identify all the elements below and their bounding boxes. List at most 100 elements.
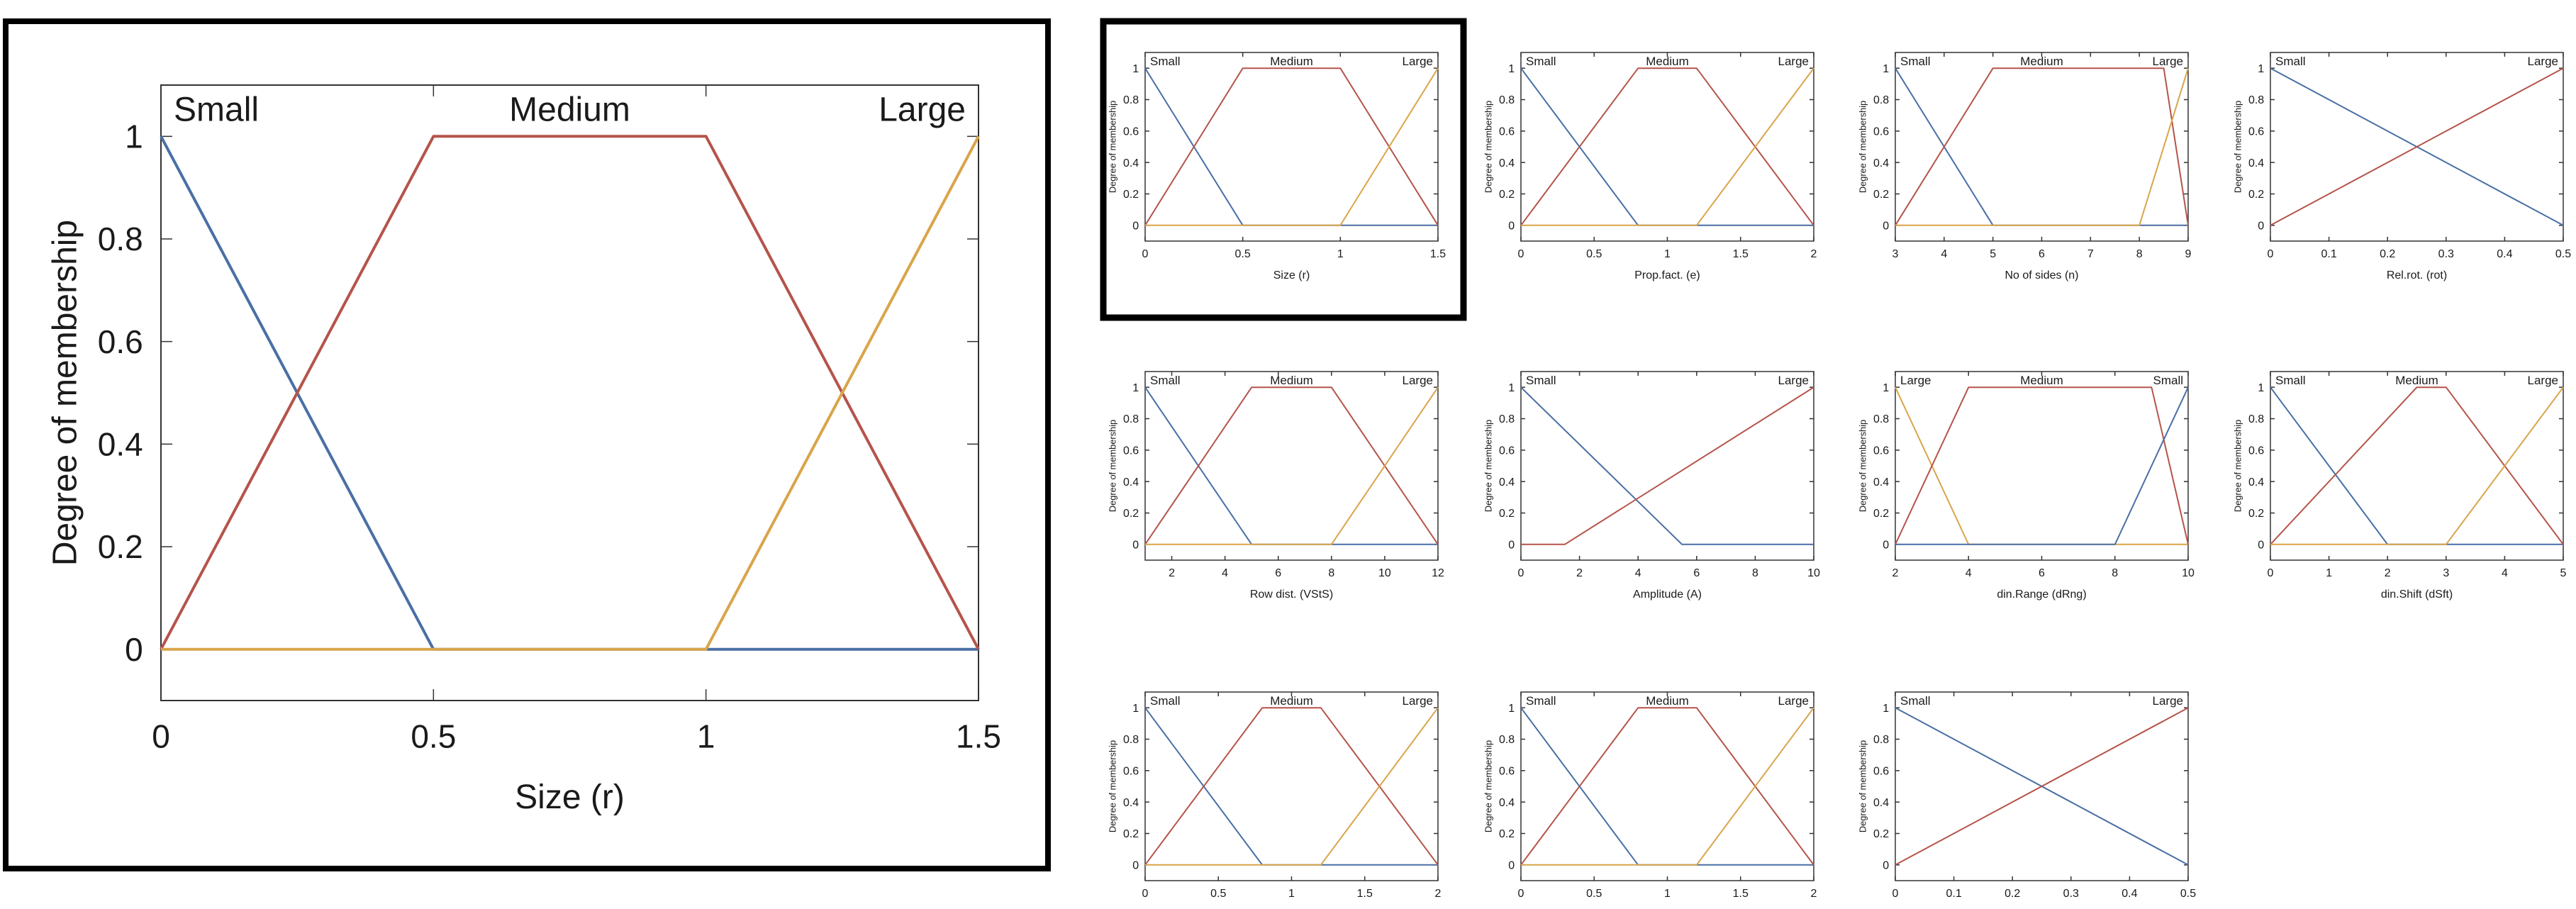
s7-label-center: Medium	[2020, 374, 2063, 387]
s3-label-center: Medium	[2020, 55, 2063, 68]
s10-x-tick-label: 1.5	[1733, 888, 1749, 900]
s6-x-tick-label: 8	[1752, 567, 1758, 579]
s8-label-right: Large	[2528, 374, 2558, 387]
s11-x-tick-label: 0.1	[1946, 888, 1961, 900]
s1-label-center: Medium	[1270, 55, 1312, 68]
s6-series-large	[1521, 386, 1814, 545]
s3-x-tick-label: 9	[2185, 248, 2192, 260]
s5-label-center: Medium	[1270, 374, 1312, 387]
s3-y-tick-label: 0.4	[1873, 157, 1889, 169]
big-series-large	[161, 135, 980, 651]
big-label-left: Small	[174, 91, 259, 128]
s4-x-axis-label: Rel.rot. (rot)	[2387, 269, 2447, 281]
s8-y-tick-label: 0.4	[2248, 476, 2264, 489]
big-y-tick-label: 0.6	[98, 323, 143, 360]
s5-x-tick-label: 2	[1169, 567, 1175, 579]
s2-x-tick-label: 1.5	[1733, 248, 1749, 260]
s4-x-tick-label: 0	[2268, 248, 2274, 260]
s10-label-right: Large	[1778, 694, 1809, 708]
s6-y-tick-label: 0.6	[1499, 445, 1515, 457]
s9-x-tick-label: 1.5	[1357, 888, 1373, 900]
s5-y-axis-label: Degree of membership	[1107, 420, 1117, 512]
s3-series-large	[1895, 67, 2189, 226]
s3-x-tick-label: 6	[2039, 248, 2045, 260]
s3-y-tick-label: 0.2	[1873, 189, 1889, 201]
s9-y-tick-label: 0.4	[1123, 797, 1139, 809]
s11-y-tick-label: 0.2	[1873, 828, 1889, 840]
s8-y-axis-label: Degree of membership	[2232, 420, 2243, 512]
s10-y-axis-label: Degree of membership	[1483, 740, 1493, 832]
big-y-axis-label: Degree of membership	[46, 220, 84, 566]
s7-series-medium	[1895, 386, 2189, 545]
s10-label-center: Medium	[1646, 694, 1688, 708]
s3-x-axis-label: No of sides (n)	[2005, 269, 2078, 281]
s10-x-tick-label: 0.5	[1586, 888, 1602, 900]
s3-y-tick-label: 0.8	[1873, 94, 1889, 106]
s11-y-tick-label: 0.4	[1873, 797, 1889, 809]
s1-y-axis-label: Degree of membership	[1107, 101, 1117, 193]
s10-series-large	[1521, 707, 1814, 866]
s2-y-tick-label: 1	[1508, 63, 1515, 75]
thumbnail-highlight-frame	[1100, 18, 1467, 321]
big-x-axis-label: Size (r)	[515, 779, 625, 816]
s8-plot-area	[2270, 371, 2564, 561]
s3-x-tick-label: 5	[1990, 248, 1996, 260]
s11-x-tick-label: 0.2	[2005, 888, 2020, 900]
s6-y-tick-label: 0.4	[1499, 476, 1515, 489]
s4-y-tick-label: 0.8	[2248, 94, 2264, 106]
s2-series-large	[1521, 67, 1814, 226]
s4-y-axis-label: Degree of membership	[2232, 101, 2243, 193]
s11-y-tick-label: 0	[1883, 859, 1889, 871]
s3-label-left: Small	[1900, 55, 1931, 68]
s7-y-tick-label: 0	[1883, 539, 1889, 551]
s8-series-large	[2270, 386, 2564, 545]
s11-y-axis-label: Degree of membership	[1857, 740, 1868, 832]
s3-x-tick-label: 3	[1892, 248, 1899, 260]
s5-label-left: Small	[1150, 374, 1181, 387]
s7-x-tick-label: 4	[1966, 567, 1972, 579]
s9-x-tick-label: 0.5	[1210, 888, 1226, 900]
s1-x-axis-label: Size (r)	[1273, 269, 1310, 281]
s7-y-tick-label: 0.2	[1873, 508, 1889, 520]
s7-label-right: Small	[2153, 374, 2183, 387]
s3-plot-area	[1895, 52, 2189, 242]
s4-label-right: Large	[2528, 55, 2558, 68]
s5-x-tick-label: 10	[1378, 567, 1391, 579]
s2-y-tick-label: 0.2	[1499, 189, 1515, 201]
s2-y-tick-label: 0.4	[1499, 157, 1515, 169]
s11-y-tick-label: 0.6	[1873, 765, 1889, 777]
s6-x-tick-label: 4	[1635, 567, 1641, 579]
s10-y-tick-label: 0.6	[1499, 765, 1515, 777]
s9-plot-area	[1144, 691, 1439, 881]
s2-label-left: Small	[1526, 55, 1556, 68]
s8-x-tick-label: 0	[2268, 567, 2274, 579]
big-x-tick-label: 0.5	[411, 718, 456, 755]
s11-label-left: Small	[1900, 694, 1931, 708]
big-label-center: Medium	[509, 91, 630, 128]
s2-y-tick-label: 0.8	[1499, 94, 1515, 106]
big-y-tick-label: 1	[125, 118, 143, 155]
s6-x-tick-label: 0	[1518, 567, 1524, 579]
s9-label-left: Small	[1150, 694, 1181, 708]
s7-x-tick-label: 10	[2182, 567, 2195, 579]
s1-label-right: Large	[1403, 55, 1433, 68]
s6-label-right: Large	[1778, 374, 1809, 387]
s3-y-tick-label: 0.6	[1873, 126, 1889, 138]
s4-x-tick-label: 0.2	[2380, 248, 2395, 260]
s11-x-tick-label: 0	[1892, 888, 1899, 900]
s10-x-tick-label: 0	[1518, 888, 1524, 900]
s6-x-tick-label: 10	[1807, 567, 1820, 579]
s7-x-tick-label: 8	[2112, 567, 2118, 579]
s4-x-tick-label: 0.4	[2497, 248, 2512, 260]
s3-series-medium	[1895, 67, 2189, 226]
s5-y-tick-label: 0.4	[1123, 476, 1139, 489]
big-x-tick-label: 1	[697, 718, 715, 755]
s10-y-tick-label: 0.2	[1499, 828, 1515, 840]
s5-x-tick-label: 8	[1328, 567, 1334, 579]
s4-x-tick-label: 0.1	[2321, 248, 2336, 260]
s6-y-axis-label: Degree of membership	[1483, 420, 1493, 512]
s10-y-tick-label: 0	[1508, 859, 1515, 871]
s1-x-tick-label: 1.5	[1430, 248, 1446, 260]
s2-y-tick-label: 0	[1508, 220, 1515, 232]
s2-x-tick-label: 0.5	[1586, 248, 1602, 260]
